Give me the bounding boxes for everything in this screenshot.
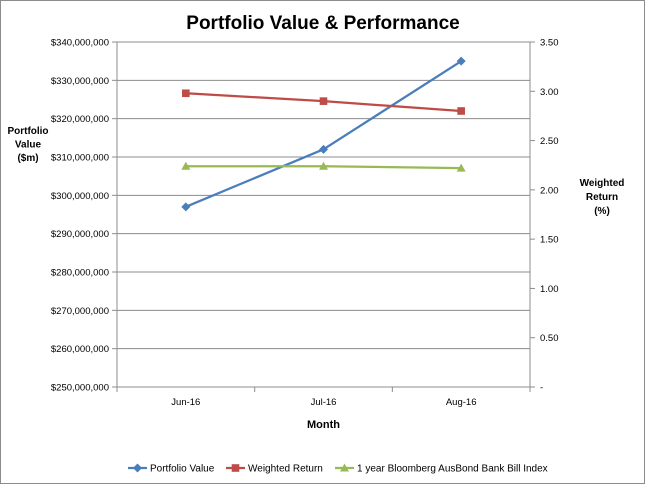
left-axis-ticks: $250,000,000 $260,000,000 $270,000,000 $280… [51, 38, 117, 394]
right-tick-label: 1.00 [540, 284, 559, 295]
series-line-portfolio-value [185, 60, 462, 208]
left-axis-label-line: ($m) [17, 153, 38, 164]
series-group [181, 56, 466, 212]
right-axis-label-line: Return [586, 192, 618, 203]
left-tick-label: $280,000,000 [51, 268, 109, 279]
right-tick-label: 3.50 [540, 38, 559, 49]
legend-marker-portfolio-value [133, 463, 142, 473]
legend-marker-1-year-bloomberg-ausbond-bank-bill-index [340, 463, 349, 472]
data-point-1-year-bloomberg-ausbond-bank-bill-index [456, 163, 466, 172]
x-axis-ticks: Jun-16 Jul-16 Aug-16 [116, 387, 531, 408]
left-tick-label: $340,000,000 [51, 38, 109, 49]
data-point-portfolio-value [319, 144, 328, 154]
right-tick-label: 2.50 [540, 136, 559, 147]
x-axis-label: Month [307, 419, 340, 431]
data-point-weighted-return [182, 89, 190, 98]
legend: Portfolio Value Weighted Return 1 year Blo… [128, 463, 548, 475]
left-axis-label-line: Portfolio [7, 126, 48, 137]
data-point-1-year-bloomberg-ausbond-bank-bill-index [319, 161, 328, 170]
right-axis-ticks: - 0.50 1.00 1.50 2.00 2.50 3.00 3.50 [530, 38, 559, 394]
axes [116, 42, 531, 388]
data-point-weighted-return [457, 107, 465, 115]
left-tick-label: $260,000,000 [51, 344, 109, 355]
right-axis-label-line: (%) [594, 206, 610, 217]
right-tick-label: - [540, 383, 543, 394]
left-tick-label: $290,000,000 [51, 229, 109, 240]
data-point-portfolio-value [181, 202, 191, 212]
left-axis-label: Portfolio Value ($m) [7, 126, 48, 164]
right-tick-label: 1.50 [540, 235, 559, 246]
left-tick-label: $250,000,000 [51, 383, 109, 394]
legend-marker-weighted-return [231, 464, 240, 472]
data-point-1-year-bloomberg-ausbond-bank-bill-index [181, 161, 191, 170]
right-axis-label-line: Weighted [580, 178, 625, 189]
data-point-weighted-return [319, 97, 328, 105]
x-tick-label: Aug-16 [446, 397, 477, 408]
right-axis-label: Weighted Return (%) [580, 178, 625, 217]
left-tick-label: $320,000,000 [51, 114, 109, 125]
x-tick-label: Jun-16 [171, 397, 200, 408]
chart-title: Portfolio Value & Performance [186, 13, 459, 34]
left-tick-label: $270,000,000 [51, 306, 109, 317]
left-tick-label: $330,000,000 [51, 76, 109, 87]
legend-label-weighted-return: Weighted Return [248, 464, 323, 475]
left-axis-label-line: Value [15, 140, 42, 151]
data-point-portfolio-value [456, 56, 466, 66]
right-tick-label: 0.50 [540, 333, 559, 344]
gridlines [117, 41, 530, 388]
right-tick-label: 2.00 [540, 185, 559, 196]
right-tick-label: 3.00 [540, 87, 559, 98]
x-tick-label: Jul-16 [311, 397, 337, 408]
legend-label-1-year-bloomberg-ausbond-bank-bill-index: 1 year Bloomberg AusBond Bank Bill Index [357, 464, 548, 475]
legend-label-portfolio-value: Portfolio Value [150, 464, 215, 475]
left-tick-label: $300,000,000 [51, 191, 109, 202]
left-tick-label: $310,000,000 [51, 153, 109, 164]
